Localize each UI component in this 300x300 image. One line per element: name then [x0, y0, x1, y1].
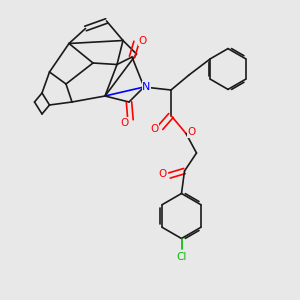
- Text: O: O: [159, 169, 167, 179]
- Text: N: N: [142, 82, 151, 92]
- Text: O: O: [187, 127, 196, 137]
- Text: O: O: [138, 35, 147, 46]
- Text: O: O: [120, 118, 129, 128]
- Text: Cl: Cl: [176, 251, 187, 262]
- Text: O: O: [150, 124, 159, 134]
